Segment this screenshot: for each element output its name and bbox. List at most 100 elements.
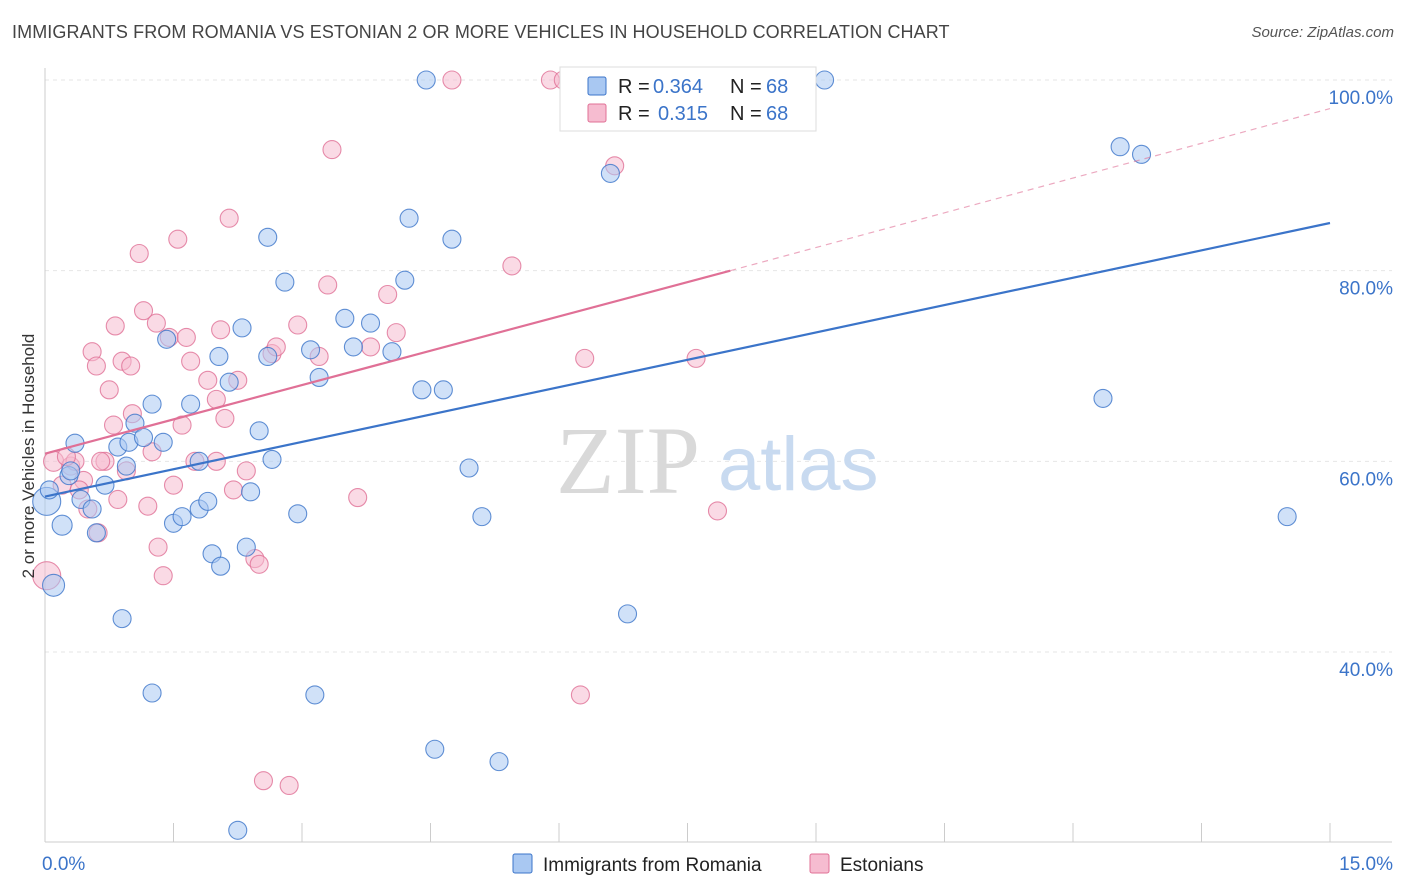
point-romania (600, 163, 620, 183)
bottom-legend-label-romania: Immigrants from Romania (543, 855, 762, 876)
point-estonians (249, 554, 269, 574)
point-romania (459, 458, 479, 478)
point-romania (153, 432, 173, 452)
point-romania (172, 507, 192, 527)
point-romania (262, 449, 282, 469)
point-estonians (502, 256, 522, 276)
point-estonians (176, 327, 196, 347)
legend-r-label-1: R = (618, 76, 650, 98)
trend-lines (44, 108, 1331, 498)
point-romania (228, 820, 248, 840)
bottom-legend-swatch-romania (512, 853, 533, 874)
legend-r-value-2: 0.315 (658, 103, 708, 125)
legend-n-value-2: 68 (766, 103, 788, 125)
legend-swatch-romania (587, 76, 607, 96)
point-estonians (108, 489, 128, 510)
point-romania (157, 329, 177, 349)
y-tick-label: 100.0% (1329, 88, 1394, 109)
point-estonians (211, 320, 231, 340)
y-tick-label: 60.0% (1339, 469, 1393, 490)
point-estonians (360, 337, 381, 357)
point-romania (211, 556, 231, 576)
point-romania (198, 491, 218, 511)
point-romania (142, 394, 162, 414)
point-romania (112, 609, 132, 629)
point-romania (249, 421, 269, 441)
y-axis-label: 2 or more Vehicles in Household (19, 334, 38, 579)
point-romania (288, 504, 308, 524)
point-estonians (575, 348, 595, 368)
point-romania (305, 685, 325, 705)
point-romania (258, 227, 278, 247)
point-estonians (198, 370, 218, 390)
point-romania (116, 456, 136, 476)
point-estonians (148, 537, 168, 557)
point-estonians (442, 70, 462, 90)
point-romania (209, 346, 229, 367)
point-romania (42, 573, 66, 597)
stats-legend: R = 0.364 N = 68 R = 0.315 N = 68 (559, 66, 817, 132)
point-romania (412, 380, 432, 400)
point-romania (241, 482, 261, 502)
point-romania (442, 229, 462, 249)
point-estonians (253, 771, 274, 791)
point-romania (181, 394, 201, 414)
point-estonians (168, 229, 188, 249)
watermark: ZIP atlas (556, 407, 879, 514)
series-legend: Immigrants from Romania Estonians (512, 853, 923, 876)
point-estonians (129, 243, 149, 264)
point-romania (51, 514, 73, 536)
point-romania (301, 340, 321, 360)
point-estonians (223, 480, 244, 500)
point-estonians (219, 208, 239, 228)
point-estonians (215, 408, 235, 428)
point-estonians (163, 475, 184, 495)
point-estonians (99, 380, 119, 400)
point-romania (142, 683, 162, 703)
point-romania (232, 318, 252, 338)
point-romania (617, 604, 638, 624)
point-romania (382, 342, 402, 362)
legend-n-label-2: N = (730, 103, 762, 125)
point-romania (1277, 507, 1297, 527)
axes (44, 68, 1392, 843)
bottom-legend-swatch-estonians (809, 853, 830, 874)
point-estonians (707, 501, 728, 521)
point-romania (309, 367, 329, 387)
legend-swatch-estonians (587, 103, 607, 123)
trend-line-estonians (44, 269, 731, 455)
y-tick-label: 80.0% (1339, 279, 1393, 300)
point-romania (815, 70, 835, 90)
point-estonians (91, 451, 111, 471)
legend-n-value-1: 68 (766, 76, 788, 98)
point-estonians (318, 275, 338, 295)
legend-n-label-1: N = (730, 76, 762, 98)
point-estonians (121, 356, 141, 376)
point-estonians (105, 316, 125, 336)
point-estonians (348, 488, 368, 508)
point-romania (219, 372, 239, 392)
grid-lines (45, 79, 1392, 653)
point-romania (395, 270, 415, 290)
source-credit: Source: ZipAtlas.com (1251, 24, 1394, 41)
bottom-legend-label-estonians: Estonians (840, 855, 923, 876)
point-romania (343, 337, 363, 357)
point-estonians (236, 461, 256, 481)
point-estonians (570, 685, 590, 705)
x-tick-label: 0.0% (42, 854, 85, 875)
point-estonians (138, 496, 158, 516)
watermark-zip: ZIP (556, 407, 700, 514)
point-estonians (133, 301, 154, 321)
point-estonians (153, 566, 173, 586)
point-estonians (322, 140, 342, 160)
x-tick-label: 15.0% (1339, 854, 1393, 875)
point-romania (425, 739, 445, 759)
point-estonians (279, 775, 299, 796)
point-estonians (86, 356, 106, 376)
point-estonians (378, 284, 398, 305)
point-romania (472, 507, 492, 527)
point-romania (1110, 137, 1130, 157)
chart-title: IMMIGRANTS FROM ROMANIA VS ESTONIAN 2 OR… (12, 22, 950, 42)
point-romania (335, 308, 355, 328)
